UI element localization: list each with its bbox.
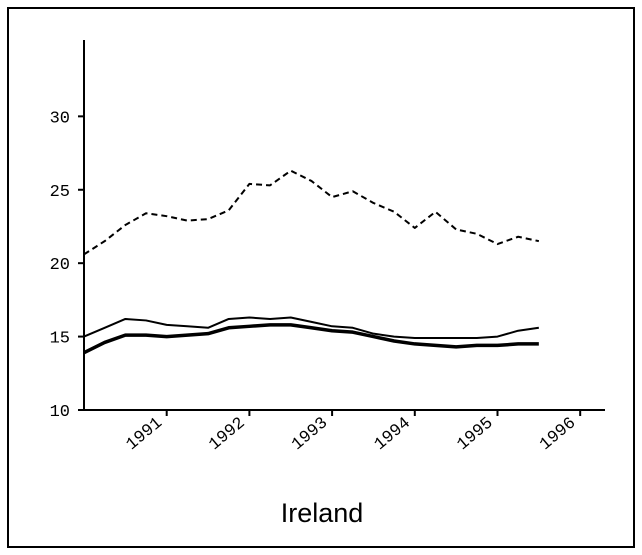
series-line <box>83 323 539 355</box>
x-tick-label: 1991 <box>123 414 166 455</box>
y-tick-label: 30 <box>50 109 70 128</box>
y-tick-label: 25 <box>50 183 70 202</box>
frame <box>7 7 635 548</box>
series-line <box>83 169 540 256</box>
y-tick-label: 10 <box>50 403 70 422</box>
x-tick-label: 1992 <box>206 414 249 455</box>
x-tick-label: 1994 <box>371 414 414 455</box>
x-tick-label: 1993 <box>288 414 331 455</box>
y-tick-label: 20 <box>50 256 70 275</box>
x-tick-label: 1995 <box>454 414 497 455</box>
series-line <box>83 316 539 340</box>
x-axis-label: Ireland <box>281 498 364 528</box>
x-tick-label: 1996 <box>537 414 580 455</box>
y-tick-label: 15 <box>50 330 70 349</box>
